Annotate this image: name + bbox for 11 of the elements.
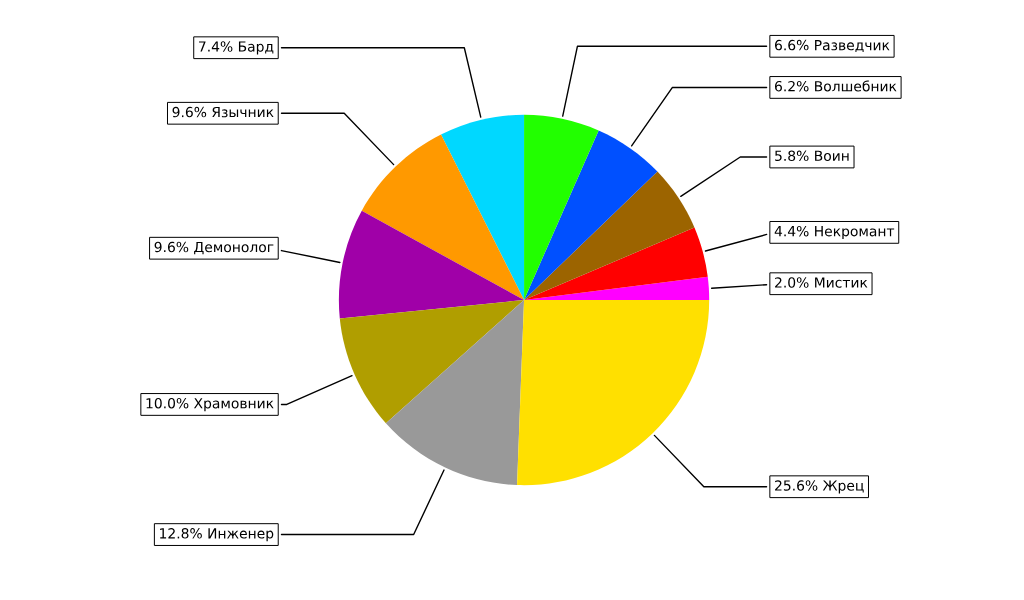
slice-label: 4.4% Некромант bbox=[774, 225, 895, 240]
slice-label: 6.6% Разведчик bbox=[774, 39, 890, 53]
slice-label: 6.2% Волшебник bbox=[774, 80, 897, 92]
slice-label: 9.6% Демонолог bbox=[154, 241, 274, 255]
slice-label: 5.8% Воин bbox=[775, 150, 849, 162]
slice-label: 9.6% Язычник bbox=[172, 106, 274, 118]
slice-label: 10.0% Храмовник bbox=[146, 397, 274, 412]
slice-label: 25.6% Жрец bbox=[775, 480, 864, 494]
slice-label: 12.8% Инженер bbox=[160, 528, 274, 542]
slice-label: 7.4% Бард bbox=[199, 41, 274, 55]
slice-label: 2.0% Мистик bbox=[775, 277, 868, 288]
